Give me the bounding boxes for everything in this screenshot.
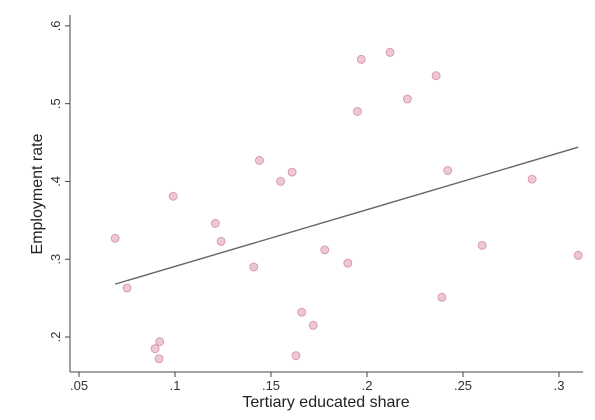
point	[210, 219, 220, 228]
y-tick-label: .6	[48, 20, 63, 31]
point	[287, 167, 297, 177]
point	[356, 54, 366, 64]
x-tick-label: .05	[70, 378, 88, 393]
point	[431, 71, 441, 81]
point	[297, 307, 307, 317]
x-tick-label: .3	[554, 378, 565, 393]
point	[437, 292, 447, 302]
x-tick-label: .2	[362, 378, 373, 393]
point	[216, 236, 226, 246]
point	[249, 262, 259, 272]
y-tick-label: .3	[48, 254, 63, 265]
x-axis-title: Tertiary educated share	[242, 394, 409, 411]
point	[168, 191, 178, 201]
fit-line	[114, 146, 579, 285]
point	[573, 250, 583, 260]
point	[402, 94, 412, 104]
y-tick-label: .2	[48, 332, 63, 343]
point	[122, 283, 132, 293]
point	[308, 320, 318, 330]
x-tick-label: .15	[262, 378, 280, 393]
point	[343, 258, 353, 268]
point	[320, 245, 330, 255]
point	[527, 174, 537, 184]
point	[154, 354, 164, 364]
y-tick-label: .4	[48, 176, 63, 187]
y-tick-label: .5	[48, 98, 63, 109]
point	[110, 233, 120, 243]
point	[155, 337, 165, 347]
point	[477, 240, 487, 250]
point	[353, 107, 362, 116]
point	[150, 344, 160, 354]
point	[255, 156, 264, 165]
x-tick-label: .1	[170, 378, 181, 393]
x-tick-label: .25	[454, 378, 472, 393]
point	[291, 351, 301, 361]
point	[276, 177, 286, 186]
y-axis-title: Employment rate	[29, 133, 46, 254]
point	[443, 166, 453, 175]
point	[385, 47, 395, 57]
